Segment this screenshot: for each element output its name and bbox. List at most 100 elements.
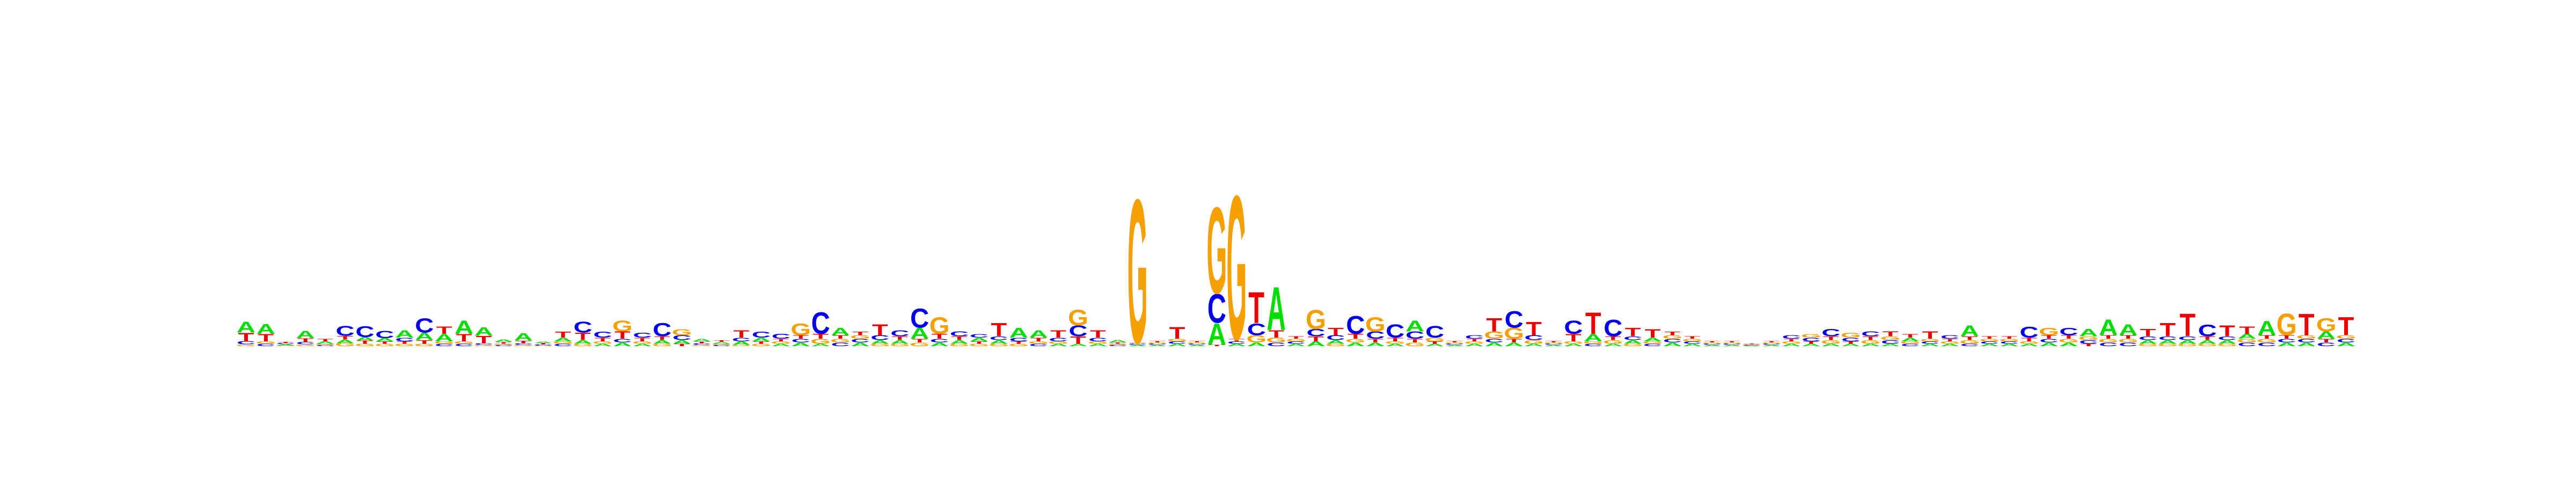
logo-letter-c: C xyxy=(1069,323,1087,340)
logo-letter-g: G xyxy=(1900,341,1920,345)
logo-letter-a: A xyxy=(1009,326,1028,341)
logo-letter-a: A xyxy=(474,325,493,339)
logo-letter-g: G xyxy=(513,345,533,347)
logo-letter-g: G xyxy=(711,343,731,346)
logo-letter-a: A xyxy=(792,342,810,348)
logo-letter-t: T xyxy=(753,341,769,345)
logo-letter-a: A xyxy=(1921,343,1940,347)
logo-letter-g: G xyxy=(1306,304,1326,335)
logo-letter-g: G xyxy=(1266,336,1286,344)
logo-letter-g: G xyxy=(969,343,989,347)
logo-letter-g: G xyxy=(949,343,969,347)
logo-letter-a: A xyxy=(1326,339,1345,345)
logo-letter-c: C xyxy=(890,328,909,338)
logo-letter-c: C xyxy=(1941,334,1959,340)
logo-letter-t: T xyxy=(1526,318,1542,339)
logo-letter-c: C xyxy=(276,343,295,345)
logo-letter-a: A xyxy=(237,319,255,336)
logo-letter-a: A xyxy=(1346,342,1365,348)
logo-letter-a: A xyxy=(1723,345,1741,347)
logo-letter-c: C xyxy=(1029,343,1048,347)
logo-letter-a: A xyxy=(1148,345,1167,347)
logo-letter-c: C xyxy=(316,345,335,347)
logo-letter-g: G xyxy=(910,342,930,348)
logo-letter-a: A xyxy=(1069,343,1087,347)
logo-letter-t: T xyxy=(1803,341,1819,345)
logo-letter-t: T xyxy=(2160,319,2176,340)
logo-letter-c: C xyxy=(1703,343,1722,346)
logo-letter-c: C xyxy=(1683,341,1702,345)
logo-letter-t: T xyxy=(654,335,671,341)
logo-letter-t: T xyxy=(1308,335,1324,342)
logo-letter-a: A xyxy=(633,343,652,347)
logo-letter-a: A xyxy=(2158,339,2177,345)
logo-letter-c: C xyxy=(1861,330,1880,338)
logo-letter-t: T xyxy=(1209,345,1225,347)
logo-letter-a: A xyxy=(1980,343,1999,347)
logo-letter-g: G xyxy=(315,343,335,346)
logo-letter-c: C xyxy=(1445,343,1464,346)
logo-letter-g: G xyxy=(850,334,870,340)
logo-letter-a: A xyxy=(1088,343,1107,347)
logo-letter-t: T xyxy=(1704,341,1720,343)
logo-letter-g: G xyxy=(1028,341,1049,345)
logo-letter-a: A xyxy=(752,336,771,342)
logo-letter-c: C xyxy=(970,333,989,339)
logo-letter-g: G xyxy=(1206,182,1227,320)
logo-letter-t: T xyxy=(2041,334,2058,340)
logo-letter-c: C xyxy=(2257,342,2276,348)
logo-letter-t: T xyxy=(1328,326,1344,338)
logo-letter-g: G xyxy=(1999,338,2019,342)
logo-letter-a: A xyxy=(2059,342,2078,348)
logo-letter-a: A xyxy=(1584,332,1602,343)
logo-letter-a: A xyxy=(1306,340,1325,348)
logo-letter-a: A xyxy=(1623,339,1642,345)
logo-letter-t: T xyxy=(2081,343,2097,347)
logo-letter-a: A xyxy=(672,339,691,345)
logo-letter-c: C xyxy=(930,338,949,344)
logo-letter-a: A xyxy=(732,340,751,346)
logo-letter-c: C xyxy=(1465,334,1484,340)
logo-letter-g: G xyxy=(1464,341,1484,345)
logo-letter-c: C xyxy=(1247,320,1266,339)
logo-letter-t: T xyxy=(1486,314,1502,335)
logo-letter-c: C xyxy=(1148,343,1167,346)
logo-letter-c: C xyxy=(455,343,473,347)
logo-letter-a: A xyxy=(2000,343,2018,347)
logo-letter-a: A xyxy=(1703,345,1722,347)
logo-letter-g: G xyxy=(1841,331,1861,339)
logo-letter-g: G xyxy=(1741,344,1762,345)
logo-letter-g: G xyxy=(890,343,910,347)
logo-letter-c: C xyxy=(335,324,354,339)
logo-letter-c: C xyxy=(2079,339,2098,345)
logo-letter-a: A xyxy=(375,338,394,342)
logo-letter-g: G xyxy=(2277,308,2297,342)
logo-letter-g: G xyxy=(870,343,890,347)
logo-letter-t: T xyxy=(852,331,869,336)
logo-letter-a: A xyxy=(831,326,850,338)
logo-letter-t: T xyxy=(1962,335,1978,341)
logo-letter-g: G xyxy=(930,312,950,339)
logo-letter-c: C xyxy=(1326,334,1345,341)
